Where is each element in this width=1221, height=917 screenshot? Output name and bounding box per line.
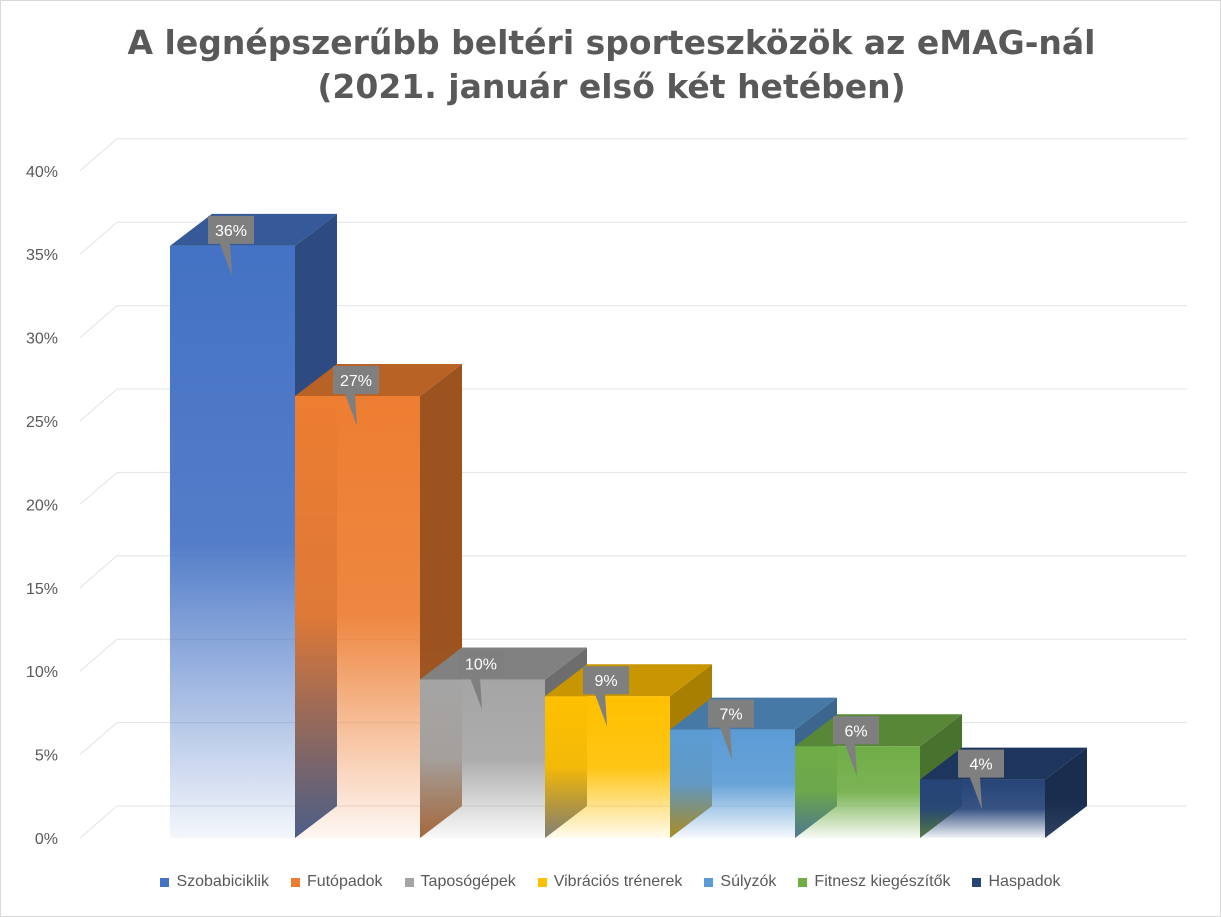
y-tick-label: 10% bbox=[26, 664, 58, 681]
gridline bbox=[79, 388, 1187, 422]
bar-1 bbox=[170, 213, 337, 839]
data-label-text: 6% bbox=[844, 723, 867, 740]
data-label-6: 6% bbox=[833, 716, 879, 777]
legend-entry-6: Fitnesz kiegészítők bbox=[798, 873, 950, 891]
data-label-4: 9% bbox=[583, 666, 629, 727]
y-tick-label: 15% bbox=[26, 581, 58, 598]
data-label-7: 4% bbox=[958, 749, 1004, 810]
y-axis-ticks: 0% 5% 10% 15% 20% 25% 30% 35% 40% bbox=[26, 164, 58, 848]
gridline bbox=[79, 471, 1187, 505]
legend-swatch bbox=[404, 877, 414, 887]
legend-swatch bbox=[972, 877, 982, 887]
bar-front bbox=[670, 729, 795, 838]
legend-label: Futópadok bbox=[306, 873, 383, 890]
gridline bbox=[79, 555, 1187, 589]
gridline bbox=[79, 638, 1187, 672]
y-tick-label: 20% bbox=[26, 497, 58, 514]
legend-swatch bbox=[537, 877, 547, 887]
chart-title-line-2: (2021. január első két hetében) bbox=[317, 67, 906, 106]
legend: Szobabiciklik Futópadok Taposógépek Vibráci… bbox=[0, 873, 1221, 891]
gridline bbox=[79, 221, 1187, 255]
legend-entry-3: Taposógépek bbox=[404, 873, 516, 891]
bars bbox=[170, 213, 1087, 839]
legend-label: Taposógépek bbox=[420, 873, 516, 890]
y-tick-label: 5% bbox=[35, 748, 58, 765]
legend-entry-4: Vibrációs trénerek bbox=[537, 873, 683, 891]
data-label-3: 10% bbox=[458, 649, 504, 710]
legend-entry-2: Futópadok bbox=[290, 873, 383, 891]
data-label-text: 27% bbox=[340, 373, 372, 390]
y-tick-label: 35% bbox=[26, 247, 58, 264]
legend-label: Fitnesz kiegészítők bbox=[814, 873, 951, 890]
data-label-1: 36% bbox=[208, 215, 254, 276]
y-tick-label: 30% bbox=[26, 331, 58, 348]
legend-label: Haspadok bbox=[988, 873, 1061, 890]
data-label-2: 27% bbox=[333, 365, 379, 426]
data-labels: 36% 27% 10% 9% 7% 6% 4% bbox=[208, 215, 1004, 810]
data-label-text: 9% bbox=[594, 673, 617, 690]
y-tick-label: 0% bbox=[35, 831, 58, 848]
gridline bbox=[79, 138, 1187, 172]
legend-label: Vibrációs trénerek bbox=[553, 873, 683, 890]
legend-swatch bbox=[798, 877, 808, 887]
bar-front bbox=[295, 395, 420, 838]
chart-title-line-1: A legnépszerűbb beltéri sporteszközök az… bbox=[127, 23, 1096, 62]
legend-entry-1: Szobabiciklik bbox=[160, 873, 269, 891]
data-label-5: 7% bbox=[708, 699, 754, 760]
legend-swatch bbox=[704, 877, 714, 887]
y-tick-label: 25% bbox=[26, 414, 58, 431]
data-label-text: 10% bbox=[465, 657, 497, 674]
legend-label: Súlyzók bbox=[720, 873, 777, 890]
y-tick-label: 40% bbox=[26, 164, 58, 181]
bar-front bbox=[795, 746, 920, 838]
legend-swatch bbox=[290, 877, 300, 887]
bar-front bbox=[545, 696, 670, 838]
bar-front bbox=[420, 679, 545, 838]
bar-front bbox=[920, 779, 1045, 838]
data-label-text: 36% bbox=[215, 223, 247, 240]
legend-entry-7: Haspadok bbox=[972, 873, 1061, 891]
bar-front bbox=[170, 245, 295, 839]
bar-side bbox=[1045, 747, 1087, 838]
legend-entry-5: Súlyzók bbox=[704, 873, 776, 891]
legend-label: Szobabiciklik bbox=[176, 873, 269, 890]
gridline bbox=[79, 305, 1187, 338]
data-label-text: 7% bbox=[719, 707, 742, 724]
legend-swatch bbox=[160, 877, 170, 887]
chart-title: A legnépszerűbb beltéri sporteszközök az… bbox=[1, 21, 1221, 109]
data-label-text: 4% bbox=[969, 757, 992, 774]
